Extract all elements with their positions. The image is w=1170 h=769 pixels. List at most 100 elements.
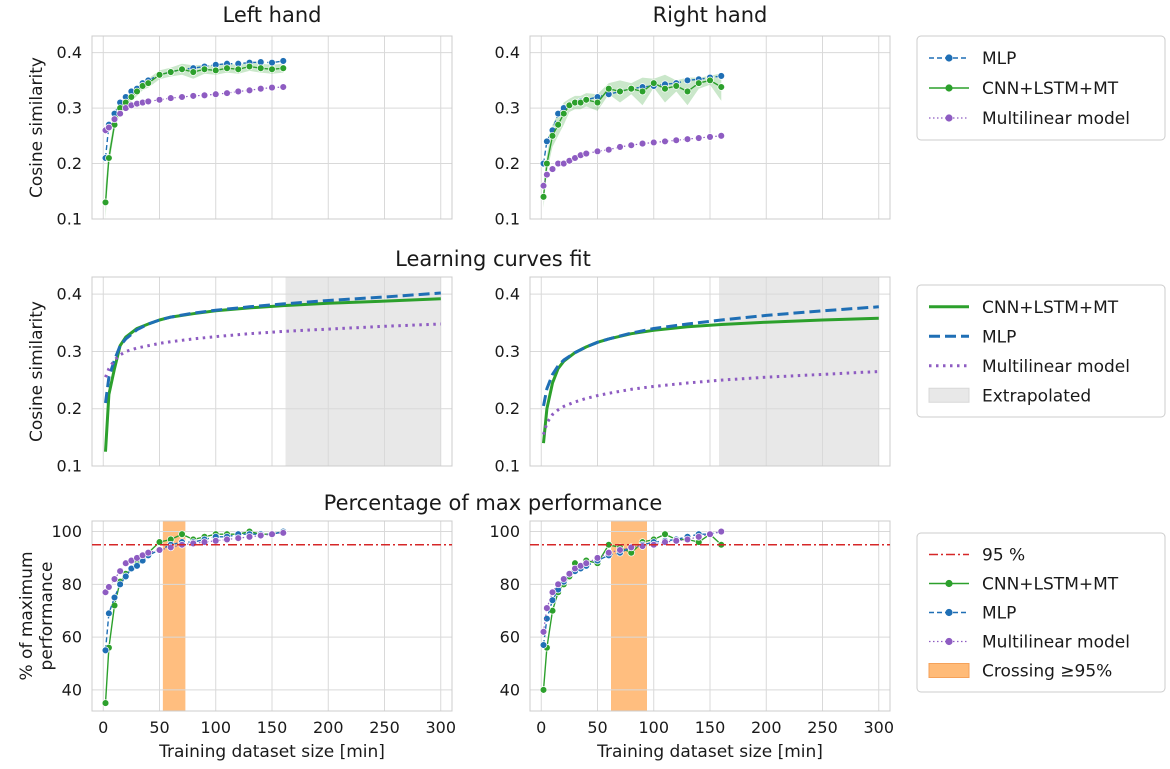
row3-left-point [279,529,288,537]
row3-left-point [212,537,220,545]
row2-right-ytick-label: 0.3 [495,342,520,361]
row1-right-point [649,138,658,147]
row1-right-point [593,147,602,156]
row1-right-point [706,76,714,85]
row1-right-point [548,132,557,140]
row1-right-point [627,84,635,93]
row3-right-point [543,604,551,612]
row1-right-frame [529,35,891,220]
row1-right-point [582,149,590,158]
row1-right-ytick-label: 0.1 [495,210,520,229]
row1-left-point [279,57,288,65]
row1-left-point [105,123,113,132]
row2-right-data [542,305,879,444]
row3-right-panel: 40 60 80 100 0 50 100 150 200 250 300 Training data… [489,520,894,762]
row3-left-point [121,572,130,581]
row3-left-point [155,546,164,554]
row1-left-point [268,65,276,74]
row1-left-frame [91,35,453,220]
row3-right-ytick-label: 100 [489,522,520,541]
row1-right-point [683,135,692,143]
row1-left-ylabel-line: Cosine similarity [27,57,47,198]
row2-right-panel: 0.1 0.2 0.3 0.4 [495,276,891,476]
row2-left-panel: 0.1 0.2 0.3 0.4 Cosine similarity [27,276,453,476]
row2-left-ytick-label: 0.1 [57,457,82,476]
legend-label: Crossing ≥95% [982,662,1112,682]
row3-left-point [245,533,254,541]
legend-label: CNN+LSTM+MT [982,79,1119,99]
row1-right-point [543,159,551,168]
row3-right-point [616,546,624,554]
row2-left-ytick-label: 0.4 [57,285,82,304]
row3-right-xtick-label: 0 [536,718,546,737]
row3-right-point [543,614,551,623]
row3-left-point [110,593,119,602]
row3-right-frame [529,520,891,712]
legend-2-box [916,284,1166,418]
row1-right-point [706,133,714,141]
row1-left-ylabel: Cosine similarity [27,57,47,198]
row1-right-point [582,96,590,104]
row1-right-point [604,145,613,154]
row2-left-ytick-label: 0.3 [57,342,82,361]
row1-left-point [127,93,136,101]
legend-label: MLP [982,49,1016,69]
row3-left-point [200,538,209,546]
row3-right-xtick-label: 50 [587,718,607,737]
row3-left-point [167,543,175,552]
row3-right-point [604,548,613,557]
row1-left-point [144,79,153,87]
row1-left-point [212,66,220,75]
row1-left-point [110,115,119,123]
legend-label: 95 % [982,546,1025,566]
row2-left-frame [91,276,453,467]
row1-right-point [694,79,703,87]
row3-right-point [539,641,548,649]
row1-left-title: Left hand [222,3,321,27]
row3-left-point [234,534,243,542]
row2-left-line-multilinear-model [104,322,441,378]
row1-right-panel: 0.1 0.2 0.3 0.4 Right hand [495,3,891,229]
row1-left-point [257,84,265,93]
row1-right-point [683,87,692,96]
row1-left-point [279,64,288,72]
row3-left-ytick-label: 80 [62,575,82,594]
row3-left-point [189,539,198,548]
row1-right-ytick-label: 0.2 [495,154,520,173]
row3-right-point [661,538,669,546]
legend-swatch-multilinear-model-marker [945,637,953,646]
row3-left-point [101,646,110,655]
row3-right-xtick-label: 300 [863,718,894,737]
row1-left-point [223,64,231,72]
row1-right-point [539,181,548,190]
row1-left-point [167,94,175,102]
row1-left-point [178,65,186,74]
row3-left-panel: 40 60 80 100 0 50 100 150 200 250 300 Training data… [17,520,456,762]
row1-right-point [543,170,551,179]
row1-right-title: Right hand [653,3,768,27]
row3-left-point [268,530,276,538]
row1-left-point [155,96,164,104]
row1-right-point [717,72,725,80]
row1-right-point [616,143,624,151]
row1-right-point [627,141,635,149]
row3-left-xtick-label: 100 [200,718,231,737]
row3-left-xtick-label: 0 [98,718,108,737]
row2-left-ylabel-line: Cosine similarity [27,301,47,442]
row1-left-point [116,109,124,118]
row3-left-xtick-label: 200 [313,718,344,737]
row2-right-line-cnn-lstm-mt [542,316,879,444]
row3-right-point [565,570,574,578]
row3-left-point [110,575,119,583]
row3-left-crossing-region [162,521,186,711]
row1-left-point [257,64,265,72]
row1-left-ytick-label: 0.2 [57,154,82,173]
row1-left-point [223,89,231,97]
row3-right-point [539,686,548,694]
row3-left-point [105,583,113,591]
row2-left-data [104,291,441,452]
row1-right-point [604,84,613,93]
row1-left-point [245,62,254,71]
row2-left-ylabel: Cosine similarity [27,301,47,442]
